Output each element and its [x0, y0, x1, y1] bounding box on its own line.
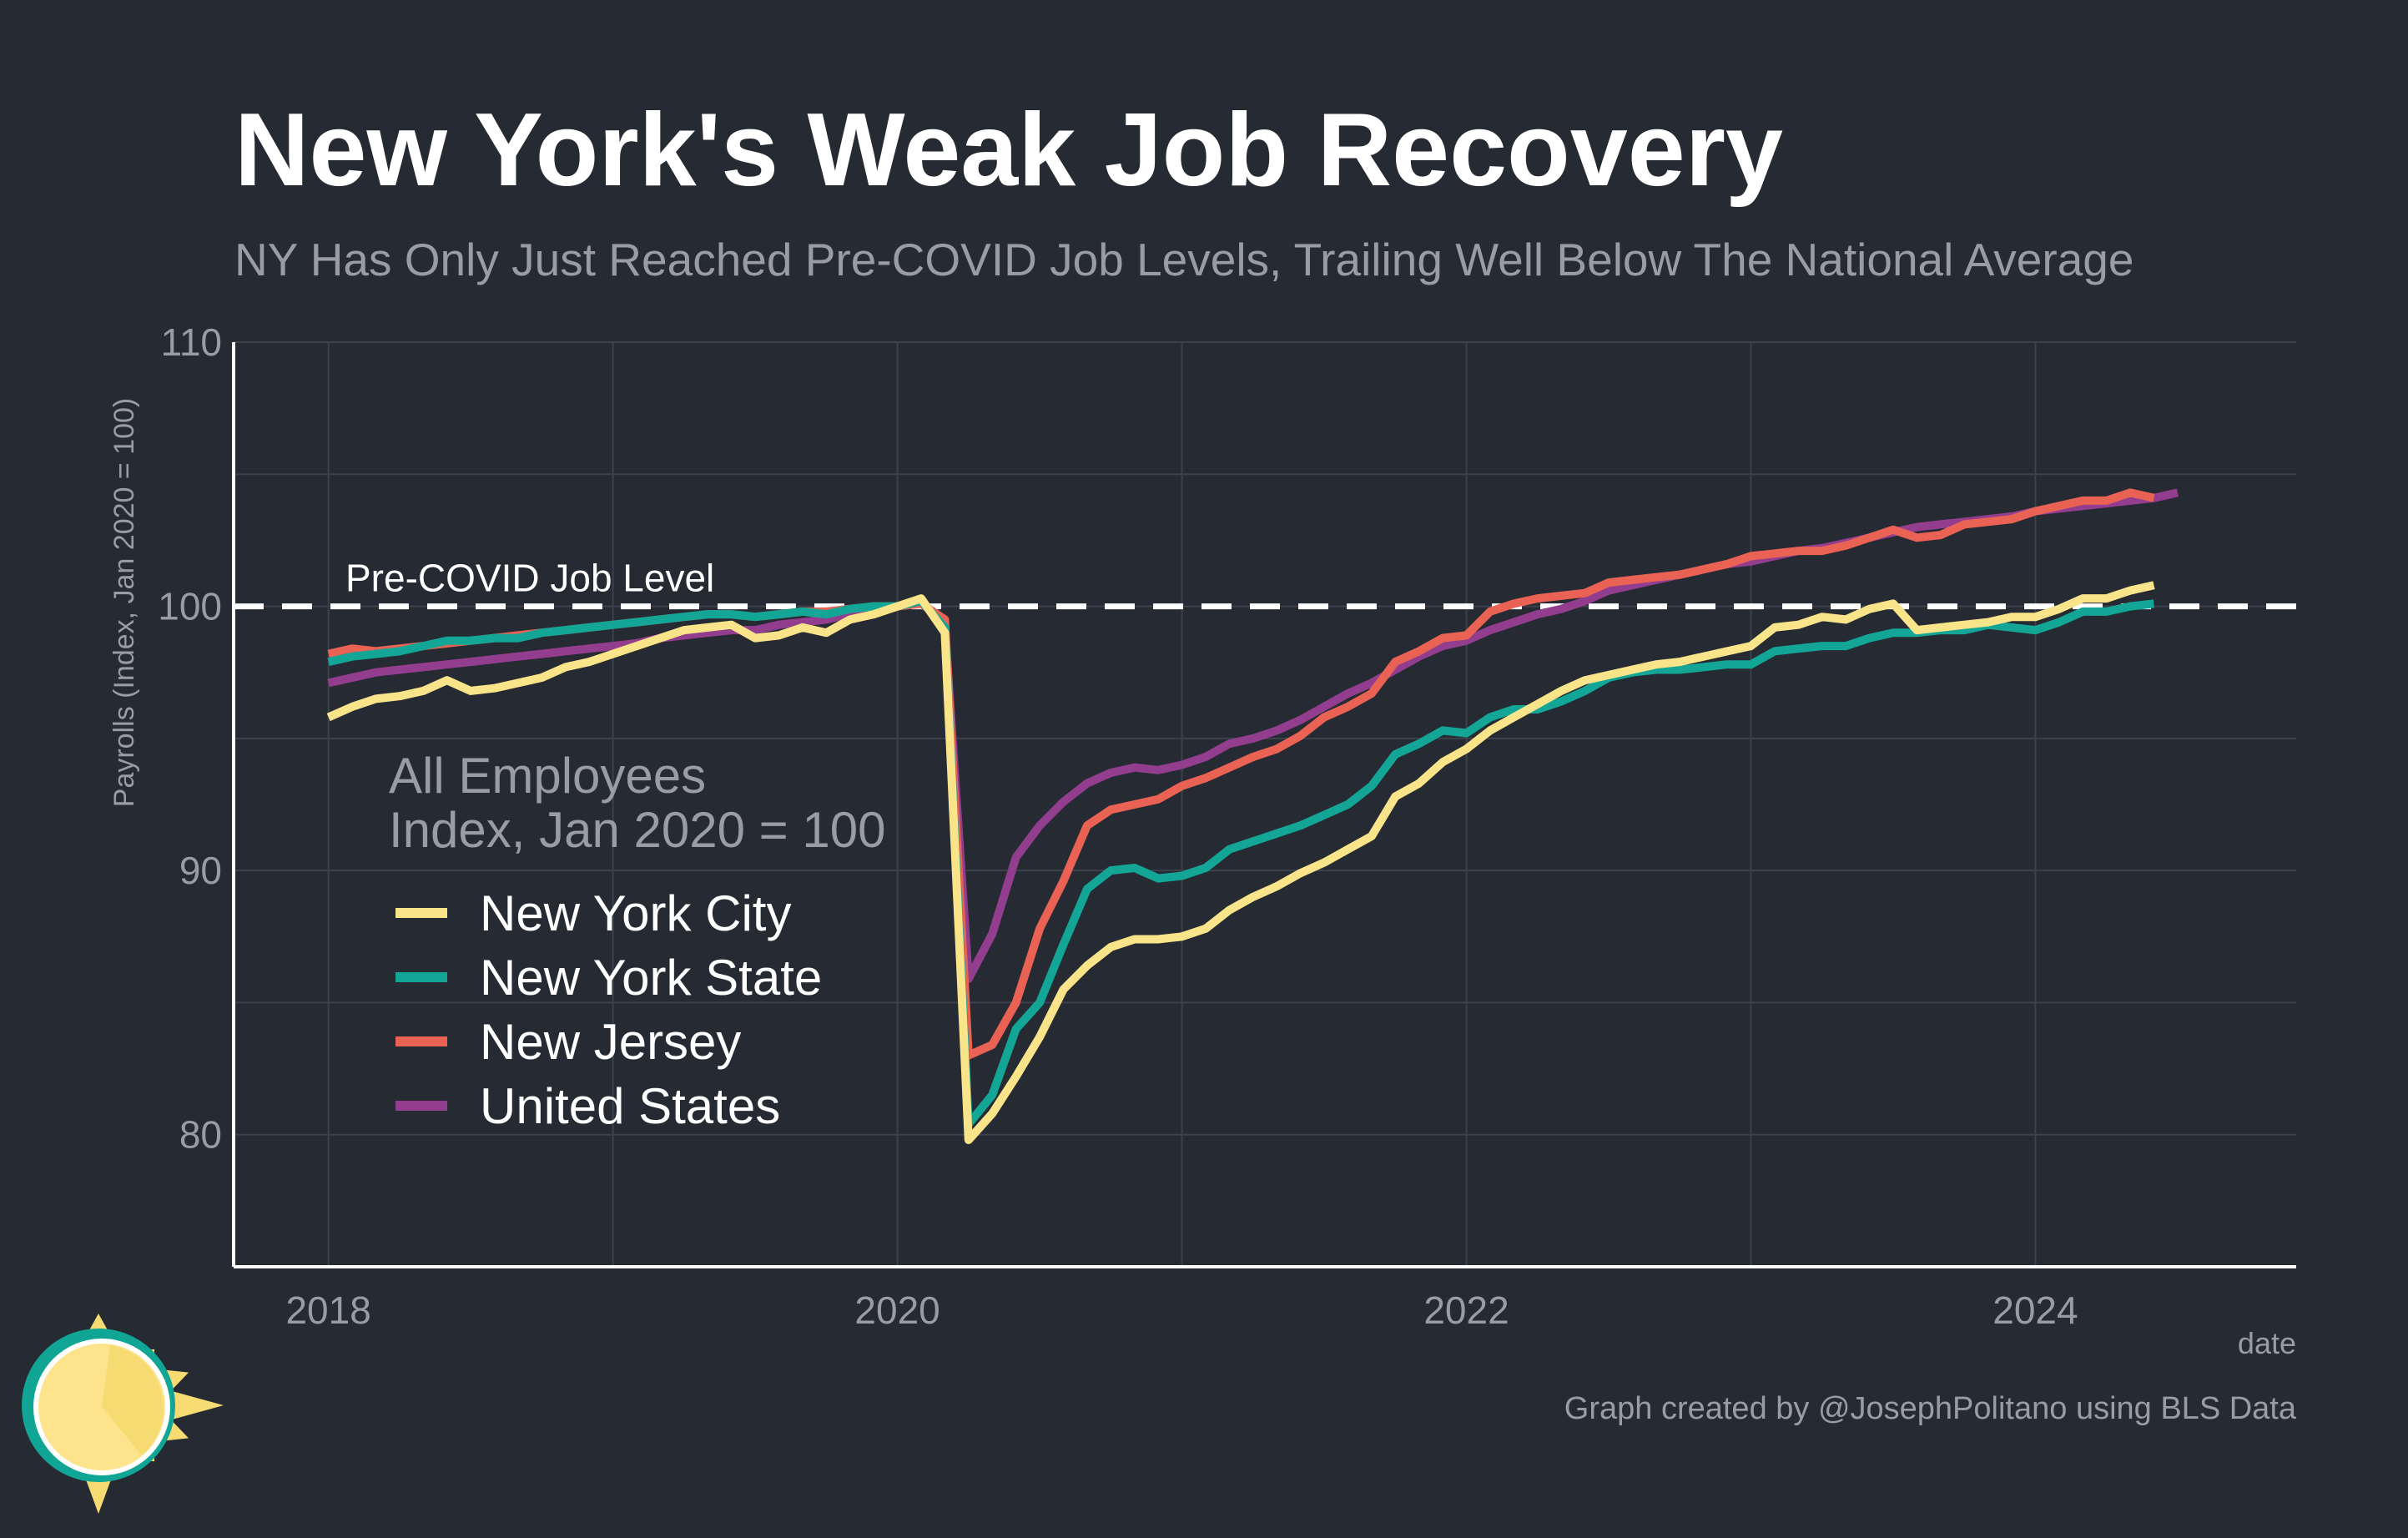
series-lines [326, 488, 2179, 1144]
legend-title-line-2: Index, Jan 2020 = 100 [389, 802, 886, 858]
logo-sun-shade [102, 1345, 164, 1455]
axes: 80 90 100 110 2018 2020 2022 2024 [158, 320, 2296, 1332]
legend-label: New York State [480, 950, 822, 1006]
x-tick-label: 2020 [854, 1288, 940, 1332]
chart-subtitle: NY Has Only Just Reached Pre-COVID Job L… [234, 234, 2133, 285]
legend-title-line-1: All Employees [389, 748, 706, 804]
x-tick-label: 2024 [1992, 1288, 2078, 1332]
series-line-new-york-city [326, 581, 2155, 1144]
x-tick-label: 2022 [1423, 1288, 1509, 1332]
sun-logo-icon [22, 1314, 224, 1514]
y-axis-label: Payrolls (Index, Jan 2020 = 100) [108, 398, 140, 807]
legend: All Employees Index, Jan 2020 = 100 New … [389, 748, 886, 1134]
y-tick-label: 110 [161, 320, 222, 364]
y-tick-label: 90 [179, 849, 222, 892]
legend-label: New Jersey [480, 1014, 741, 1070]
series-line-new-york-state [327, 597, 2155, 1129]
caption: Graph created by @JosephPolitano using B… [1564, 1391, 2297, 1426]
y-tick-label: 100 [158, 585, 222, 628]
x-axis-label: date [2238, 1326, 2296, 1360]
y-tick-label: 80 [179, 1113, 222, 1157]
chart-title: New York's Weak Job Recovery [234, 93, 1783, 208]
legend-label: New York City [480, 885, 791, 941]
grid [234, 341, 2296, 1267]
reference-line-label: Pre-COVID Job Level [345, 557, 714, 600]
legend-label: United States [480, 1078, 780, 1134]
x-tick-label: 2018 [285, 1288, 370, 1332]
reference-line-group: Pre-COVID Job Level [234, 557, 2296, 610]
